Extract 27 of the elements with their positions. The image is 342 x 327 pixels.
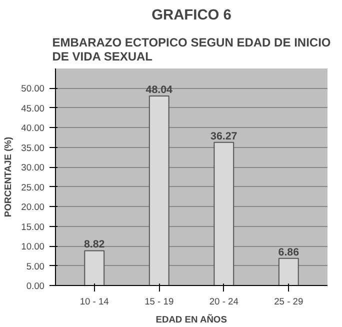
y-tick-label: 20.00: [21, 202, 44, 212]
bar: [84, 250, 105, 286]
y-tick-label: 50.00: [21, 84, 44, 94]
x-tick-label: 15 - 19: [144, 296, 174, 306]
x-tick-label: 25 - 29: [274, 296, 304, 306]
y-tick-label: 5.00: [26, 261, 44, 272]
y-axis-title: PORCENTAJE (%): [3, 136, 14, 218]
x-tick-label: 20 - 24: [209, 296, 238, 306]
chart-subtitle: EMBARAZO ECTOPICO SEGUN EDAD DE INICIO DE VIDA SEXUAL: [52, 36, 331, 64]
data-label: 6.86: [278, 246, 300, 258]
y-tick-label: 15.00: [21, 222, 44, 232]
y-tick-label: 25.00: [21, 182, 44, 192]
y-tick-label: 30.00: [21, 162, 44, 173]
data-label: 36.27: [210, 130, 238, 142]
chart-title: GRAFICO 6: [152, 8, 232, 24]
bar: [278, 258, 299, 286]
bar: [148, 95, 170, 286]
data-label: 48.04: [146, 84, 173, 96]
data-label: 8.82: [84, 238, 105, 251]
y-tick-label: 0.00: [26, 281, 44, 291]
y-tick-label: 35.00: [21, 142, 44, 153]
y-tick-label: 45.00: [21, 103, 44, 114]
bar: [214, 142, 234, 286]
y-tick-label: 10.00: [21, 242, 44, 252]
x-tick-label: 10 - 14: [80, 296, 109, 306]
x-axis-title: EDAD EN AÑOS: [156, 314, 227, 324]
y-tick-label: 40.00: [21, 123, 44, 134]
